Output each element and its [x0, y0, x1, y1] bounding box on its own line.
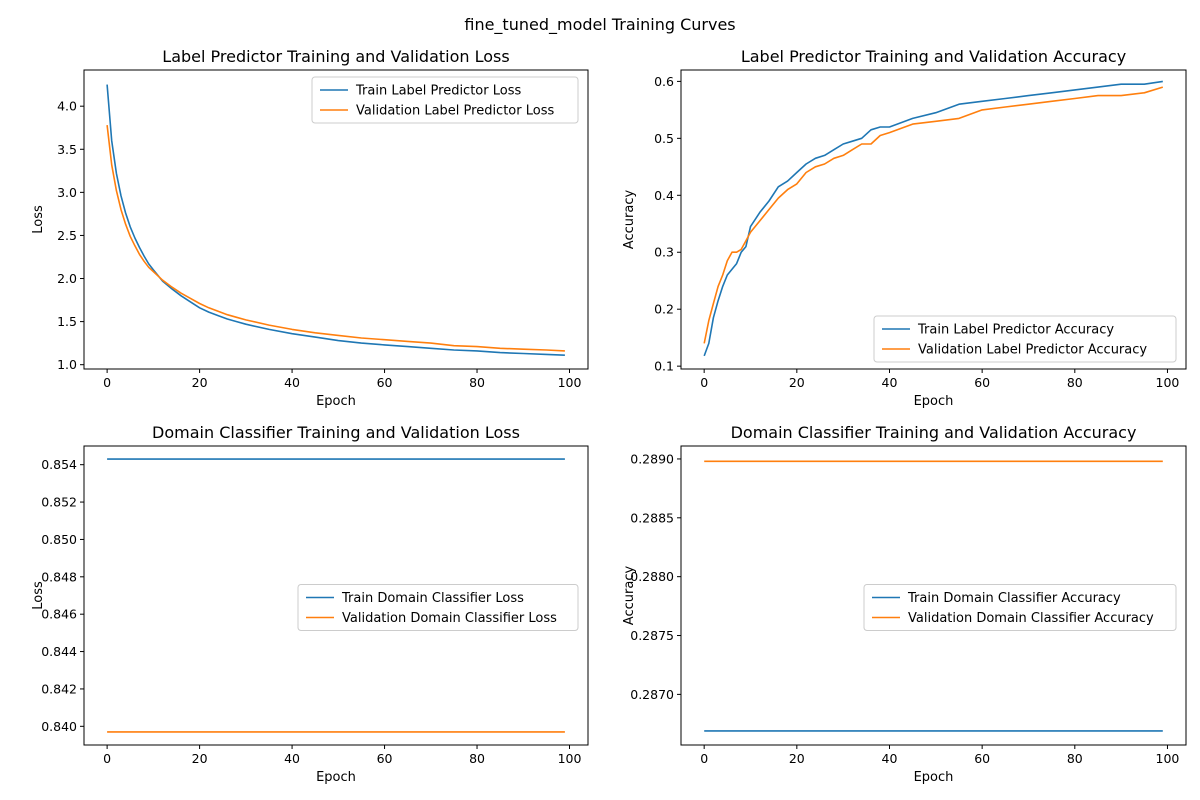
- y-tick-label: 1.5: [57, 314, 77, 329]
- series-line-validation: [703, 86, 1164, 344]
- y-tick-label: 0.2890: [630, 451, 674, 466]
- legend-label: Train Label Predictor Accuracy: [917, 323, 1114, 338]
- x-axis-label: Epoch: [316, 394, 356, 409]
- y-tick-label: 0.846: [41, 607, 77, 622]
- y-tick-label: 0.2885: [630, 510, 674, 525]
- legend-box: [311, 76, 579, 124]
- y-tick-label: 4.0: [57, 99, 77, 114]
- subplot-title: Domain Classifier Training and Validatio…: [152, 423, 520, 442]
- y-tick-label: 0.5: [654, 131, 674, 146]
- axes-frame: [680, 445, 1187, 746]
- x-tick-label: 20: [192, 375, 208, 390]
- x-tick-label: 100: [558, 751, 582, 766]
- y-axis-label: Accuracy: [622, 566, 637, 626]
- y-tick-label: 3.5: [57, 142, 77, 157]
- x-tick-label: 20: [192, 751, 208, 766]
- x-axis-label: Epoch: [316, 770, 356, 785]
- y-tick-label: 0.1: [654, 359, 674, 374]
- y-tick-label: 2.5: [57, 228, 77, 243]
- y-tick-label: 0.3: [654, 245, 674, 260]
- legend-label: Validation Label Predictor Loss: [356, 104, 554, 119]
- y-tick-label: 0.2880: [630, 569, 674, 584]
- x-tick-label: 80: [469, 375, 485, 390]
- y-tick-label: 0.842: [41, 681, 77, 696]
- legend-label: Validation Domain Classifier Loss: [342, 611, 557, 626]
- series-line-train: [106, 84, 565, 356]
- y-tick-label: 0.6: [654, 74, 674, 89]
- legend: Train Label Predictor Accuracy Validation…: [873, 315, 1177, 363]
- y-axis-label: Loss: [31, 581, 46, 610]
- x-axis-label: Epoch: [914, 770, 954, 785]
- y-tick-label: 0.840: [41, 719, 77, 734]
- legend-box: [873, 315, 1177, 363]
- y-tick-label: 0.2: [654, 302, 674, 317]
- subplot-title: Label Predictor Training and Validation …: [741, 47, 1126, 66]
- y-axis-label: Accuracy: [622, 190, 637, 250]
- legend-box: [297, 584, 579, 631]
- x-tick-label: 0: [700, 375, 708, 390]
- subplot-title: Domain Classifier Training and Validatio…: [731, 423, 1137, 442]
- y-tick-label: 0.848: [41, 569, 77, 584]
- y-tick-label: 0.844: [41, 644, 77, 659]
- x-tick-label: 80: [469, 751, 485, 766]
- x-tick-label: 40: [882, 751, 898, 766]
- y-tick-label: 0.4: [654, 188, 674, 203]
- legend-label: Train Domain Classifier Accuracy: [907, 591, 1121, 606]
- axes-frame: [83, 69, 589, 370]
- x-tick-label: 0: [700, 751, 708, 766]
- series-line-train: [703, 80, 1163, 357]
- x-tick-label: 20: [789, 375, 805, 390]
- legend: Train Label Predictor Loss Validation Lab…: [311, 76, 579, 124]
- y-tick-label: 3.0: [57, 185, 77, 200]
- x-tick-label: 100: [558, 375, 582, 390]
- y-tick-label: 2.0: [57, 271, 77, 286]
- subplot-domain-accuracy: Domain Classifier Training and Validatio…: [622, 423, 1187, 785]
- x-tick-label: 20: [789, 751, 805, 766]
- legend-label: Train Domain Classifier Loss: [341, 591, 524, 606]
- x-tick-label: 60: [377, 375, 393, 390]
- legend-label: Validation Label Predictor Accuracy: [918, 343, 1147, 358]
- x-tick-label: 40: [882, 375, 898, 390]
- y-tick-label: 0.852: [41, 495, 77, 510]
- x-tick-label: 0: [103, 751, 111, 766]
- x-tick-label: 100: [1156, 375, 1180, 390]
- x-tick-label: 80: [1067, 751, 1083, 766]
- subplot-label-accuracy: Label Predictor Training and Validation …: [622, 47, 1187, 409]
- legend: Train Domain Classifier Loss Validation D…: [297, 584, 579, 631]
- series-line-validation: [106, 125, 565, 352]
- legend-label: Train Label Predictor Loss: [355, 84, 521, 99]
- x-tick-label: 100: [1156, 751, 1180, 766]
- subplot-domain-loss: Domain Classifier Training and Validatio…: [31, 423, 589, 785]
- y-axis-label: Loss: [31, 205, 46, 234]
- subplot-label-loss: Label Predictor Training and Validation …: [31, 47, 589, 409]
- x-tick-label: 60: [377, 751, 393, 766]
- y-tick-label: 1.0: [57, 357, 77, 372]
- legend: Train Domain Classifier Accuracy Validati…: [863, 584, 1177, 631]
- x-axis-label: Epoch: [914, 394, 954, 409]
- y-tick-label: 0.854: [41, 457, 77, 472]
- x-tick-label: 40: [284, 375, 300, 390]
- x-tick-label: 0: [103, 375, 111, 390]
- legend-box: [863, 584, 1177, 631]
- axes-frame: [680, 69, 1187, 370]
- subplot-title: Label Predictor Training and Validation …: [162, 47, 509, 66]
- y-tick-label: 0.2875: [630, 628, 674, 643]
- x-tick-label: 40: [284, 751, 300, 766]
- figure-suptitle: fine_tuned_model Training Curves: [464, 15, 735, 35]
- y-tick-label: 0.850: [41, 532, 77, 547]
- x-tick-label: 60: [974, 375, 990, 390]
- x-tick-label: 80: [1067, 375, 1083, 390]
- axes-frame: [83, 445, 589, 746]
- y-tick-label: 0.2870: [630, 687, 674, 702]
- legend-label: Validation Domain Classifier Accuracy: [908, 611, 1154, 626]
- x-tick-label: 60: [974, 751, 990, 766]
